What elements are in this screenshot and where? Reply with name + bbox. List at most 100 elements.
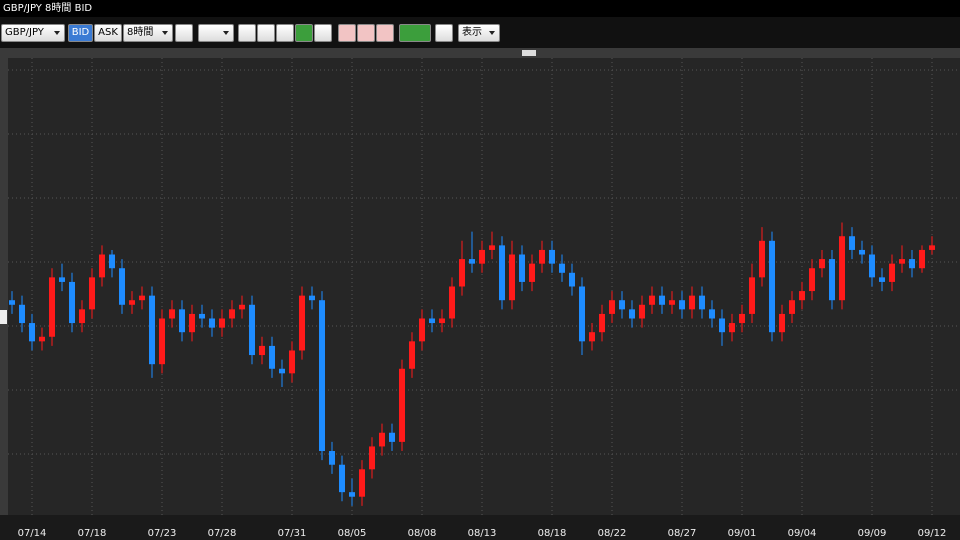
candle-body xyxy=(829,259,835,301)
candle-body xyxy=(329,451,335,465)
candle-body xyxy=(89,277,95,310)
candle-body xyxy=(209,318,215,328)
candle-body xyxy=(359,469,365,497)
candle-body xyxy=(239,304,245,310)
x-tick-label: 08/18 xyxy=(538,528,567,539)
candle-body xyxy=(819,259,825,269)
candle-body xyxy=(449,286,455,319)
candle-body xyxy=(659,295,665,305)
candle-body xyxy=(899,259,905,264)
candle-body xyxy=(279,368,285,374)
pair-label: GBP/JPY xyxy=(5,27,44,38)
candle-body xyxy=(539,249,545,264)
candle-body xyxy=(699,295,705,310)
candle-body xyxy=(929,245,935,250)
x-tick-label: 08/13 xyxy=(468,528,497,539)
candle-body xyxy=(889,263,895,282)
candle-body xyxy=(709,309,715,319)
candle-body xyxy=(739,313,745,324)
display-label: 表示 xyxy=(462,27,482,38)
bid-button[interactable]: BID xyxy=(68,24,93,42)
tool-2[interactable] xyxy=(357,24,375,42)
candle-body xyxy=(579,286,585,342)
x-tick-label: 09/12 xyxy=(918,528,947,539)
view-2[interactable] xyxy=(295,24,313,42)
candle-body xyxy=(849,236,855,250)
candle-body xyxy=(199,313,205,319)
scroll-thumb[interactable] xyxy=(522,50,536,56)
candle-body xyxy=(489,245,495,250)
view-3[interactable] xyxy=(314,24,332,42)
pair-select[interactable]: GBP/JPY xyxy=(1,24,65,42)
candle-body xyxy=(809,268,815,292)
candle-body xyxy=(869,254,875,278)
candle-body xyxy=(9,300,15,305)
candle-body xyxy=(259,345,265,356)
candle-body xyxy=(779,313,785,333)
candle-body xyxy=(169,309,175,319)
candle-body xyxy=(309,295,315,301)
candle-body xyxy=(589,332,595,342)
candle-body xyxy=(289,350,295,374)
candle-body xyxy=(19,304,25,324)
candle-body xyxy=(789,300,795,314)
view-1[interactable] xyxy=(276,24,294,42)
screenshot[interactable] xyxy=(435,24,453,42)
bid-label: BID xyxy=(71,27,90,38)
candle-body xyxy=(219,318,225,328)
x-tick-label: 09/04 xyxy=(788,528,817,539)
x-tick-label: 07/28 xyxy=(208,528,237,539)
candle-body xyxy=(559,263,565,273)
candle-body xyxy=(769,240,775,333)
candle-body xyxy=(439,318,445,324)
interval-select[interactable]: 8時間 xyxy=(123,24,173,42)
candle-body xyxy=(59,277,65,282)
candle-body xyxy=(139,295,145,301)
chart-type-select[interactable] xyxy=(198,24,234,42)
candle-body xyxy=(349,492,355,497)
candle-body xyxy=(129,300,135,305)
candle-body xyxy=(669,300,675,305)
left-handle[interactable] xyxy=(0,310,7,324)
tool-3[interactable] xyxy=(376,24,394,42)
interval-label: 8時間 xyxy=(127,27,154,38)
x-tick-label: 07/18 xyxy=(78,528,107,539)
zoom-out[interactable] xyxy=(257,24,275,42)
candle-body xyxy=(339,464,345,493)
toolbar: GBP/JPY BID ASK 8時間 表示 xyxy=(0,17,960,48)
candle-body xyxy=(229,309,235,319)
x-tick-label: 07/31 xyxy=(278,528,307,539)
candle-body xyxy=(39,336,45,342)
candle-body xyxy=(529,263,535,282)
draw-tool[interactable] xyxy=(399,24,431,42)
candle-body xyxy=(389,432,395,442)
x-tick-label: 07/14 xyxy=(18,528,47,539)
candle-body xyxy=(49,277,55,337)
left-strip xyxy=(0,58,8,518)
candle-body xyxy=(729,323,735,333)
candle-body xyxy=(29,323,35,342)
candle-body xyxy=(859,249,865,255)
candle-body xyxy=(429,318,435,324)
x-tick-label: 09/09 xyxy=(858,528,887,539)
tool-1[interactable] xyxy=(338,24,356,42)
ask-button[interactable]: ASK xyxy=(94,24,122,42)
x-tick-label: 08/05 xyxy=(338,528,367,539)
candle-body xyxy=(799,291,805,301)
candle-body xyxy=(519,254,525,282)
candle-body xyxy=(119,268,125,305)
candle-body xyxy=(759,240,765,278)
candle-body xyxy=(679,300,685,310)
x-tick-label: 08/08 xyxy=(408,528,437,539)
candle-body xyxy=(509,254,515,301)
x-tick-label: 08/27 xyxy=(668,528,697,539)
window-icon[interactable] xyxy=(175,24,193,42)
display-menu[interactable]: 表示 xyxy=(458,24,500,42)
candle-body xyxy=(399,368,405,442)
candle-body xyxy=(269,345,275,369)
candle-body xyxy=(369,446,375,470)
candle-body xyxy=(629,309,635,319)
zoom-in[interactable] xyxy=(238,24,256,42)
candle-body xyxy=(189,313,195,333)
